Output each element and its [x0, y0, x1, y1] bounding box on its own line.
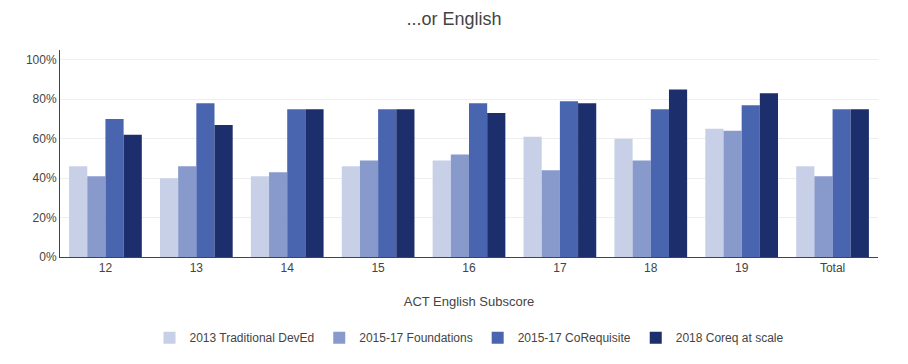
svg-text:100%: 100% [26, 53, 57, 67]
svg-text:Total: Total [820, 261, 845, 275]
svg-text:19: 19 [735, 261, 749, 275]
svg-text:12: 12 [99, 261, 113, 275]
svg-text:80%: 80% [33, 92, 57, 106]
svg-text:15: 15 [371, 261, 385, 275]
svg-text:14: 14 [281, 261, 295, 275]
svg-text:...or English: ...or English [406, 9, 501, 29]
svg-text:2015-17 CoRequisite: 2015-17 CoRequisite [518, 331, 631, 345]
svg-text:ACT English Subscore: ACT English Subscore [404, 294, 535, 309]
svg-text:17: 17 [553, 261, 567, 275]
svg-text:2015-17 Foundations: 2015-17 Foundations [359, 331, 472, 345]
svg-text:40%: 40% [33, 171, 57, 185]
svg-text:0%: 0% [39, 250, 57, 264]
svg-text:13: 13 [190, 261, 204, 275]
svg-text:2018 Coreq at scale: 2018 Coreq at scale [676, 331, 784, 345]
svg-text:16: 16 [462, 261, 476, 275]
svg-text:60%: 60% [33, 132, 57, 146]
svg-text:18: 18 [644, 261, 658, 275]
svg-text:20%: 20% [33, 211, 57, 225]
svg-text:2013 Traditional DevEd: 2013 Traditional DevEd [190, 331, 315, 345]
